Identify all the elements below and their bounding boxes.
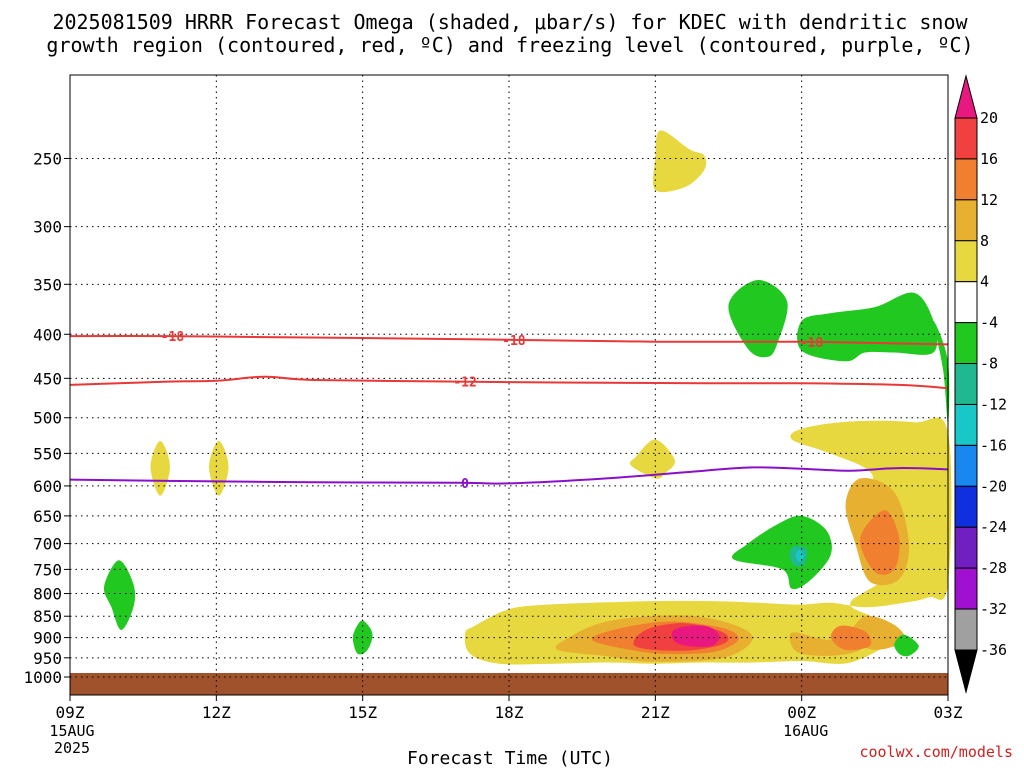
x-tick-label-09Z: 09Z (56, 703, 85, 722)
colorbar-label: -36 (980, 641, 1007, 659)
x-tick-label-21Z: 21Z (641, 703, 670, 722)
colorbar-box-2 (954, 199, 978, 242)
y-tick-label-600: 600 (33, 477, 62, 496)
colorbar-box-7 (954, 403, 978, 446)
colorbar-arrow-bottom (954, 649, 978, 694)
colorbar-box-10 (954, 526, 978, 569)
colorbar-box-0 (954, 117, 978, 160)
gridlines (69, 75, 949, 695)
omega-region-0 (652, 130, 707, 193)
x-tick-label-12Z: 12Z (202, 703, 231, 722)
x-tick-label-00Z: 00Z (787, 703, 816, 722)
contour-line-0 (69, 466, 949, 485)
chart-title-line-2: growth region (contoured, red, ºC) and f… (46, 33, 973, 57)
contour-line--18 (69, 335, 949, 346)
y-tick-label-400: 400 (33, 325, 62, 344)
colorbar-box-6 (954, 363, 978, 405)
y-tick-label-950: 950 (33, 649, 62, 668)
colorbar-box-5 (954, 322, 978, 365)
y-tick-label-850: 850 (33, 607, 62, 626)
y-tick-label-750: 750 (33, 560, 62, 579)
y-tick-label-700: 700 (33, 535, 62, 554)
credit-text: coolwx.com/models (859, 743, 1013, 761)
contour-label--18: -18 (502, 334, 526, 349)
chart-title-line-1: 2025081509 HRRR Forecast Omega (shaded, … (52, 10, 968, 34)
y-tick-label-500: 500 (33, 409, 62, 428)
plot-area: -18 -18 -18 -12 0 (69, 74, 952, 696)
colorbar-box-12 (954, 608, 978, 651)
contour-label--18: -18 (161, 330, 185, 345)
colorbar: 20 16 12 8 4 -4 -8 -12 -16 -20 -24 -28 -32 -36 (954, 74, 1007, 694)
x-tick-label-15Z: 15Z (348, 703, 377, 722)
colorbar-label: 8 (980, 232, 989, 250)
y-axis: 250 300 350 400 450 500 550 600 650 700 750 800 850 9… (23, 149, 70, 687)
x-tick-label-18Z: 18Z (495, 703, 524, 722)
chart-title: 2025081509 HRRR Forecast Omega (shaded, … (46, 10, 973, 57)
omega-region-1 (150, 440, 170, 496)
colorbar-label: 16 (980, 150, 998, 168)
y-tick-label-800: 800 (33, 585, 62, 604)
contour-label--12: -12 (453, 376, 476, 391)
omega-region-3 (629, 439, 676, 479)
contours: -18 -18 -18 -12 0 (69, 330, 949, 492)
omega-region-16 (728, 279, 788, 358)
omega-region-13 (671, 625, 720, 647)
contour-label-0: 0 (461, 477, 469, 492)
colorbar-label: -8 (980, 355, 998, 373)
colorbar-box-3 (954, 240, 978, 283)
omega-region-20 (894, 634, 919, 657)
omega-region-4 (464, 417, 952, 665)
colorbar-box-1 (954, 158, 978, 201)
omega-region-14 (103, 560, 136, 630)
colorbar-box-11 (954, 567, 978, 610)
colorbar-label: -20 (980, 477, 1007, 495)
omega-region-9 (860, 510, 900, 575)
y-tick-label-900: 900 (33, 629, 62, 648)
x-date-label: 15AUG (49, 722, 94, 740)
x-date-label: 2025 (54, 739, 90, 757)
colorbar-arrow-top (954, 74, 978, 119)
y-tick-label-1000: 1000 (23, 668, 62, 687)
x-date-label: 16AUG (783, 722, 828, 740)
contour-label--18: -18 (800, 336, 824, 351)
plot-background (70, 75, 948, 695)
colorbar-label: -16 (980, 436, 1007, 454)
x-axis-title: Forecast Time (UTC) (407, 748, 613, 768)
y-tick-label-350: 350 (33, 275, 62, 294)
x-tick-label-03Z: 03Z (934, 703, 963, 722)
colorbar-label: -28 (980, 559, 1007, 577)
colorbar-label: -24 (980, 518, 1007, 536)
colorbar-label: 12 (980, 191, 998, 209)
ground-band (70, 673, 948, 695)
y-tick-label-300: 300 (33, 218, 62, 237)
contour-line--12 (69, 375, 949, 390)
colorbar-box-4 (954, 281, 978, 324)
y-tick-label-250: 250 (33, 149, 62, 168)
colorbar-label: 20 (980, 109, 998, 127)
omega-region-19 (731, 515, 832, 590)
colorbar-box-9 (954, 485, 978, 528)
y-tick-label-650: 650 (33, 507, 62, 526)
y-tick-label-550: 550 (33, 444, 62, 463)
colorbar-label: -12 (980, 395, 1007, 413)
colorbar-label: -4 (980, 314, 998, 332)
colorbar-box-8 (954, 444, 978, 487)
colorbar-label: -32 (980, 600, 1007, 618)
ground-layer (70, 673, 948, 695)
omega-region-22 (795, 549, 805, 562)
y-tick-label-450: 450 (33, 369, 62, 388)
colorbar-label: 4 (980, 273, 989, 291)
omega-shading (103, 130, 952, 665)
